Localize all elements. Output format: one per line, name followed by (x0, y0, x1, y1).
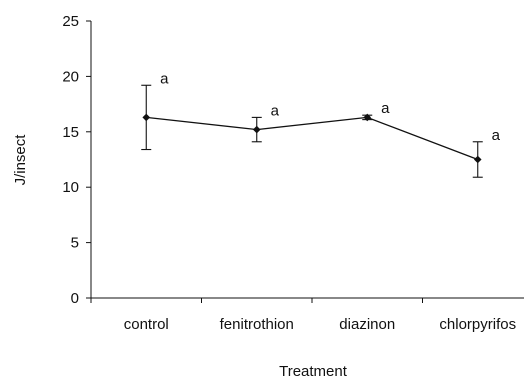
significance-label: a (160, 70, 169, 87)
x-axis: control fenitrothion diazinon chlorpyrifos (90, 297, 524, 333)
y-tick-label: 0 (71, 290, 79, 307)
x-tick-label: control (124, 316, 169, 333)
data-point (473, 155, 482, 164)
x-axis-title: Treatment (279, 363, 348, 380)
y-axis-title: J/insect (12, 134, 29, 186)
x-tick-label: fenitrothion (220, 316, 294, 333)
y-tick-label: 20 (62, 68, 79, 85)
data-point (142, 113, 151, 122)
significance-label: a (492, 127, 501, 144)
significance-label: a (271, 102, 280, 119)
significance-label: a (381, 100, 390, 117)
y-tick-label: 25 (62, 13, 79, 30)
data-point (252, 125, 261, 134)
y-tick-label: 15 (62, 124, 79, 141)
series-line (146, 116, 478, 161)
y-tick-label: 5 (71, 235, 79, 252)
x-tick-label: diazinon (339, 316, 395, 333)
plot-area: a a a a (141, 70, 501, 178)
y-tick-label: 10 (62, 179, 79, 196)
y-axis: 0 5 10 15 20 25 (62, 13, 92, 307)
x-tick-label: chlorpyrifos (439, 316, 516, 333)
data-point (363, 113, 372, 122)
